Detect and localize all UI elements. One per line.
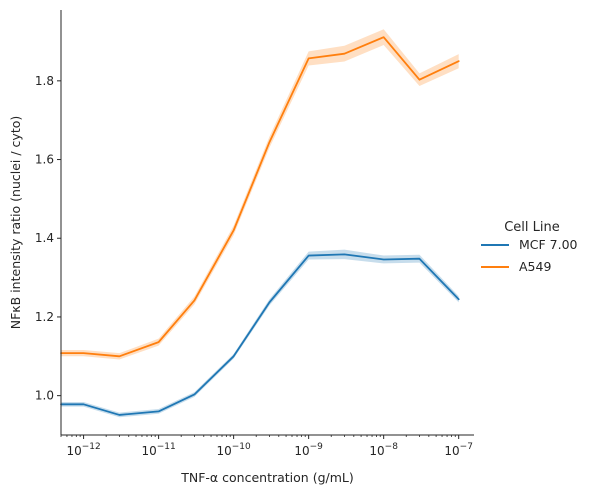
x-tick-exponent: −10 bbox=[232, 442, 251, 452]
y-tick-label: 1.6 bbox=[35, 153, 54, 167]
x-tick-label: 10−8 bbox=[369, 442, 398, 458]
x-tick-label: 10−11 bbox=[141, 442, 175, 458]
legend-label: MCF 7.00 bbox=[519, 237, 578, 252]
x-tick-label: 10−12 bbox=[66, 442, 100, 458]
y-tick-label: 1.2 bbox=[35, 310, 54, 324]
legend-label: A549 bbox=[519, 259, 551, 274]
x-tick-base: 10 bbox=[216, 444, 231, 458]
x-tick-base: 10 bbox=[141, 444, 156, 458]
x-axis-label: TNF-α concentration (g/mL) bbox=[180, 470, 354, 485]
x-tick-exponent: −11 bbox=[157, 442, 176, 452]
y-tick-label: 1.0 bbox=[35, 389, 54, 403]
x-tick-base: 10 bbox=[294, 444, 309, 458]
x-tick-base: 10 bbox=[369, 444, 384, 458]
x-tick-exponent: −9 bbox=[310, 442, 324, 452]
x-tick-label: 10−10 bbox=[216, 442, 251, 458]
series-lines bbox=[60, 36, 460, 416]
series-ci-band bbox=[61, 249, 459, 418]
series-line bbox=[60, 253, 460, 416]
confidence-bands bbox=[61, 29, 459, 418]
x-tick-exponent: −8 bbox=[385, 442, 399, 452]
x-tick-label: 10−9 bbox=[294, 442, 323, 458]
y-tick-label: 1.8 bbox=[35, 74, 54, 88]
y-axis-label: NFκB intensity ratio (nuclei / cyto) bbox=[8, 116, 23, 330]
x-tick-base: 10 bbox=[444, 444, 459, 458]
x-tick-label: 10−7 bbox=[444, 442, 473, 458]
legend: Cell Line MCF 7.00 A549 bbox=[481, 220, 578, 274]
y-tick-label: 1.4 bbox=[35, 231, 54, 245]
x-tick-exponent: −7 bbox=[460, 442, 473, 452]
x-tick-marks: 10−12 10−11 10−10 10−9 10−8 10−7 bbox=[60, 435, 473, 458]
legend-title: Cell Line bbox=[504, 220, 560, 235]
y-tick-marks: 1.0 1.2 1.4 1.6 1.8 bbox=[35, 74, 61, 403]
x-tick-exponent: −12 bbox=[82, 442, 101, 452]
series-ci-band bbox=[61, 29, 459, 360]
series-line bbox=[60, 36, 460, 358]
x-tick-base: 10 bbox=[66, 444, 81, 458]
